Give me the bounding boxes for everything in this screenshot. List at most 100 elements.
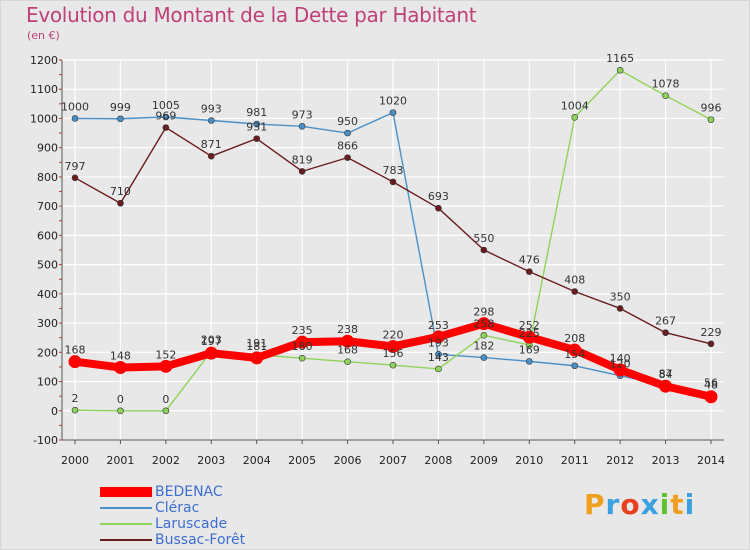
data-label-bedenac: 152 xyxy=(155,348,176,361)
data-point-cl-rac xyxy=(162,113,170,121)
x-tick-label: 2014 xyxy=(697,454,725,467)
legend-label: Laruscade xyxy=(155,516,228,532)
data-point-bedenac xyxy=(431,330,445,344)
data-point-bussac-for-t xyxy=(298,168,306,175)
data-point-laruscade xyxy=(162,407,170,415)
data-label-cl-rac: 1020 xyxy=(379,95,407,108)
data-label-laruscade: 203 xyxy=(201,333,222,346)
data-point-bedenac xyxy=(386,339,400,353)
data-label-cl-rac: 950 xyxy=(337,115,358,128)
data-label-cl-rac: 182 xyxy=(473,340,494,353)
x-tick-label: 2005 xyxy=(288,454,316,467)
data-point-bussac-for-t xyxy=(480,246,488,254)
chart-title: Evolution du Montant de la Dette par Hab… xyxy=(26,3,477,27)
data-label-bedenac: 253 xyxy=(428,319,449,332)
x-tick-label: 2011 xyxy=(561,454,589,467)
data-label-bedenac: 220 xyxy=(383,328,404,341)
data-label-bussac-for-t: 267 xyxy=(655,315,676,328)
data-label-cl-rac: 981 xyxy=(246,106,267,119)
x-tick-label: 2012 xyxy=(606,454,634,467)
data-point-bedenac xyxy=(113,361,127,375)
data-label-laruscade: 1165 xyxy=(606,52,634,65)
data-point-bedenac xyxy=(477,317,491,331)
data-point-cl-rac xyxy=(480,354,488,361)
data-label-bedenac: 140 xyxy=(610,352,631,365)
data-point-cl-rac xyxy=(344,129,351,137)
data-label-bussac-for-t: 931 xyxy=(246,121,267,134)
data-point-cl-rac xyxy=(389,109,397,116)
legend-label: Clérac xyxy=(155,500,200,516)
x-tick-label: 2004 xyxy=(243,454,271,467)
data-label-bedenac: 235 xyxy=(292,324,313,337)
y-tick-label: 1100 xyxy=(30,83,58,96)
legend-swatch xyxy=(100,539,152,541)
data-label-cl-rac: 993 xyxy=(201,103,222,116)
data-label-bussac-for-t: 871 xyxy=(201,138,222,151)
data-label-laruscade: 0 xyxy=(162,393,169,406)
data-label-cl-rac: 1000 xyxy=(61,100,89,113)
legend-swatch xyxy=(100,487,152,497)
data-label-laruscade: 156 xyxy=(383,347,404,360)
legend-label: Bussac-Forêt xyxy=(155,532,246,548)
data-label-laruscade: 0 xyxy=(117,393,124,406)
y-tick-label: 700 xyxy=(37,200,58,213)
data-label-bussac-for-t: 797 xyxy=(65,160,86,173)
data-label-bussac-for-t: 693 xyxy=(428,190,449,203)
y-tick-label: 1000 xyxy=(30,112,58,125)
data-label-cl-rac: 154 xyxy=(564,348,585,361)
data-label-bussac-for-t: 819 xyxy=(292,153,313,166)
data-label-bedenac: 48 xyxy=(704,379,718,392)
data-point-bedenac xyxy=(204,346,218,360)
y-tick-label: 900 xyxy=(37,142,58,155)
data-label-bussac-for-t: 866 xyxy=(337,140,358,153)
data-point-bussac-for-t xyxy=(616,305,624,312)
data-label-laruscade: 2 xyxy=(72,392,79,405)
data-point-bedenac xyxy=(341,334,355,348)
y-tick-label: 800 xyxy=(37,171,58,184)
data-point-bedenac xyxy=(522,330,536,344)
y-tick-label: -100 xyxy=(33,434,58,447)
unit-label: (en €) xyxy=(27,29,60,42)
data-point-bedenac xyxy=(613,363,627,377)
y-tick-label: 500 xyxy=(37,259,58,272)
data-point-cl-rac xyxy=(298,123,306,130)
data-label-bussac-for-t: 229 xyxy=(701,326,722,339)
x-tick-label: 2003 xyxy=(197,454,225,467)
x-tick-label: 2002 xyxy=(152,454,180,467)
data-label-bedenac: 148 xyxy=(110,350,131,363)
data-label-bussac-for-t: 350 xyxy=(610,290,631,303)
data-point-cl-rac xyxy=(117,115,124,123)
data-point-cl-rac xyxy=(571,362,579,370)
data-label-laruscade: 1078 xyxy=(652,78,680,91)
data-label-bedenac: 252 xyxy=(519,319,540,332)
data-label-laruscade: 168 xyxy=(337,344,358,357)
data-point-bedenac xyxy=(568,343,582,357)
data-point-laruscade xyxy=(707,116,715,123)
proxiti-logo: Proxiti xyxy=(584,488,696,521)
data-point-laruscade xyxy=(662,92,669,99)
y-tick-label: 200 xyxy=(37,346,58,359)
data-point-bedenac xyxy=(295,335,309,349)
data-point-laruscade xyxy=(389,361,397,369)
data-point-bussac-for-t xyxy=(117,199,124,207)
data-point-bussac-for-t xyxy=(571,288,579,295)
data-label-bedenac: 197 xyxy=(201,335,222,348)
data-label-bussac-for-t: 710 xyxy=(110,185,131,198)
data-label-cl-rac: 87 xyxy=(659,367,673,380)
data-label-cl-rac: 169 xyxy=(519,343,540,356)
y-tick-label: 300 xyxy=(37,317,58,330)
data-point-bussac-for-t xyxy=(162,124,170,131)
data-point-bussac-for-t xyxy=(389,178,397,186)
data-label-bedenac: 238 xyxy=(337,323,358,336)
legend-swatch xyxy=(100,507,152,509)
data-label-bussac-for-t: 969 xyxy=(155,110,176,123)
data-point-laruscade xyxy=(435,365,442,373)
data-label-cl-rac: 1005 xyxy=(152,99,180,112)
legend-swatch xyxy=(100,523,152,525)
x-tick-label: 2008 xyxy=(424,454,452,467)
data-label-bedenac: 168 xyxy=(65,344,86,357)
data-label-bedenac: 181 xyxy=(246,340,267,353)
data-point-bussac-for-t xyxy=(253,135,261,142)
data-label-cl-rac: 120 xyxy=(610,358,631,371)
legend-label: BEDENAC xyxy=(155,484,223,500)
